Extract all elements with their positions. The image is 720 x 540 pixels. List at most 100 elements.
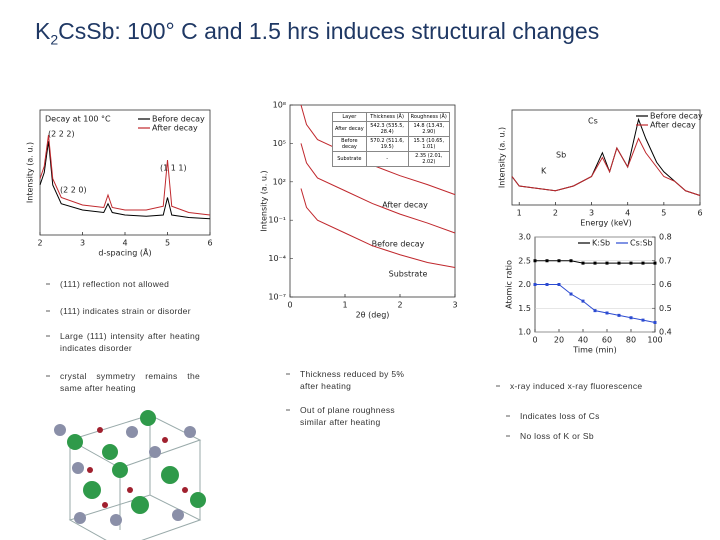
y-tick-label: 10⁻¹	[268, 216, 286, 225]
annotation: Decay at 100 °C	[45, 115, 111, 124]
chart: 0 1 2 3 10⁸ 10⁵ 10² 10⁻¹ 10⁻⁴ 10⁻⁷ 2θ (deg) Intensi…	[260, 101, 458, 320]
x-tick-label: 2	[553, 209, 558, 218]
series-marker	[557, 259, 561, 263]
series-marker	[593, 309, 597, 313]
series-line	[535, 284, 656, 323]
legend-label: Before decay	[650, 112, 703, 121]
slide-title: K2CsSb: 100° C and 1.5 hrs induces struc…	[35, 18, 599, 48]
series-marker	[629, 261, 633, 265]
x-tick-label: 4	[625, 209, 630, 218]
x-tick-label: 6	[697, 209, 702, 218]
y-tick-label: 1.0	[518, 328, 531, 337]
series-line	[39, 134, 211, 216]
curve-label: Before decay	[372, 240, 425, 249]
legend-label: Before decay	[152, 115, 205, 124]
x-tick-label: 0	[532, 336, 537, 345]
series-marker	[617, 261, 621, 265]
y-axis-label: Intensity (a. u.)	[260, 170, 269, 231]
series-marker	[617, 313, 621, 317]
annotation: Cs	[588, 117, 598, 126]
legend-label: Cs:Sb	[630, 239, 653, 248]
x-tick-label: 5	[165, 239, 170, 248]
bullet-text: Out of plane roughness similar after hea…	[300, 405, 395, 427]
annotation: (1 1 1)	[160, 164, 187, 173]
bullet-text: crystal symmetry remains the same after …	[60, 371, 200, 393]
x-tick-label: 4	[122, 239, 127, 248]
x-tick-label: 2	[397, 301, 402, 310]
series-marker	[593, 261, 597, 265]
x-tick-label: 6	[207, 239, 212, 248]
table-cell: 570.2 (511.6, 19.5)	[365, 136, 409, 152]
y2-tick-label: 0.5	[659, 304, 672, 313]
table-header-cell: Roughness (Å)	[407, 112, 451, 122]
table-header-cell: Layer	[332, 112, 367, 122]
annotation: K	[541, 167, 547, 176]
y-axis-label: Intensity (a. u.)	[498, 127, 507, 188]
x-axis-label: Time (min)	[572, 346, 616, 355]
series-marker	[605, 311, 609, 315]
plot-frame	[511, 109, 701, 206]
table-cell: 2.35 (2.01, 2.02)	[407, 151, 451, 167]
series-marker	[545, 259, 549, 263]
table-row: Substrate -2.35 (2.01, 2.02)	[332, 151, 451, 167]
x-tick-label: 2	[37, 239, 42, 248]
legend-label: After decay	[152, 124, 198, 133]
table-cell: -	[365, 151, 409, 167]
x-tick-label: 40	[578, 336, 588, 345]
x-tick-label: 1	[517, 209, 522, 218]
table-cell: Before decay	[332, 136, 367, 152]
series-marker	[629, 316, 633, 320]
chart: 2 3 4 5 6 d-spacing (Å) Intensity (a. u.) Befor…	[26, 109, 213, 258]
y-tick-label: 3.0	[518, 233, 531, 242]
x-tick-label: 3	[589, 209, 594, 218]
series-marker	[533, 283, 537, 286]
annotation: (2 2 0)	[60, 186, 87, 195]
x-tick-label: 80	[626, 336, 636, 345]
legend-label: After decay	[650, 121, 696, 130]
y-tick-label: 10⁸	[273, 101, 286, 110]
annotation: Sb	[556, 151, 566, 160]
legend-label: K:Sb	[592, 239, 610, 248]
series-line	[39, 141, 211, 220]
table-row: Before decay 570.2 (511.6, 19.5) 15.3 (10.…	[332, 136, 451, 152]
y-tick-label: 1.5	[518, 304, 531, 313]
y2-tick-label: 0.8	[659, 233, 672, 242]
series-marker	[653, 321, 657, 324]
bullet-text: Indicates loss of Cs	[520, 411, 600, 421]
series-marker	[641, 318, 645, 322]
y-tick-label: 10⁵	[273, 139, 286, 148]
y2-tick-label: 0.4	[659, 328, 672, 337]
bullet-text: x-ray induced x-ray fluorescence	[510, 381, 643, 391]
series-marker	[557, 283, 561, 286]
curve-label: Substrate	[389, 270, 428, 279]
series-marker	[545, 283, 549, 286]
curve-label: After decay	[382, 201, 428, 210]
plot-frame	[289, 104, 456, 298]
series-line	[511, 117, 701, 196]
y-axis-label: Atomic ratio	[505, 260, 514, 309]
series-marker	[581, 299, 585, 303]
table-cell: After decay	[332, 121, 367, 137]
x-tick-label: 0	[287, 301, 292, 310]
series-marker	[569, 292, 573, 296]
series-marker	[605, 261, 609, 265]
series-marker	[641, 261, 645, 265]
table-header-row: Layer Thickness (Å) Roughness (Å)	[332, 112, 451, 122]
y-tick-label: 2.0	[518, 280, 531, 289]
y-tick-label: 10²	[273, 177, 286, 186]
crystal-model	[54, 410, 206, 540]
chart: 1 2 3 4 5 6 Energy (keV) Intensity (a. u.) Befor…	[498, 109, 703, 228]
series-marker	[581, 261, 585, 265]
bullet-text: Thickness reduced by 5% after heating	[300, 369, 405, 391]
series-marker	[653, 261, 657, 265]
y-axis-label: Intensity (a. u.)	[26, 142, 35, 203]
x-axis-label: d-spacing (Å)	[98, 247, 151, 258]
y-tick-label: 10⁻⁷	[268, 293, 286, 302]
bullet-text: (111) indicates strain or disorder	[60, 306, 191, 316]
title-part: K	[35, 18, 51, 44]
x-tick-label: 3	[80, 239, 85, 248]
annotation: (2 2 2)	[48, 130, 75, 139]
x-tick-label: 60	[602, 336, 612, 345]
chart: 0 20 40 60 80 100 1.0 1.5 2.0 2.5 3.0 0.4 0.5 0.6 0.7 0…	[505, 233, 672, 355]
